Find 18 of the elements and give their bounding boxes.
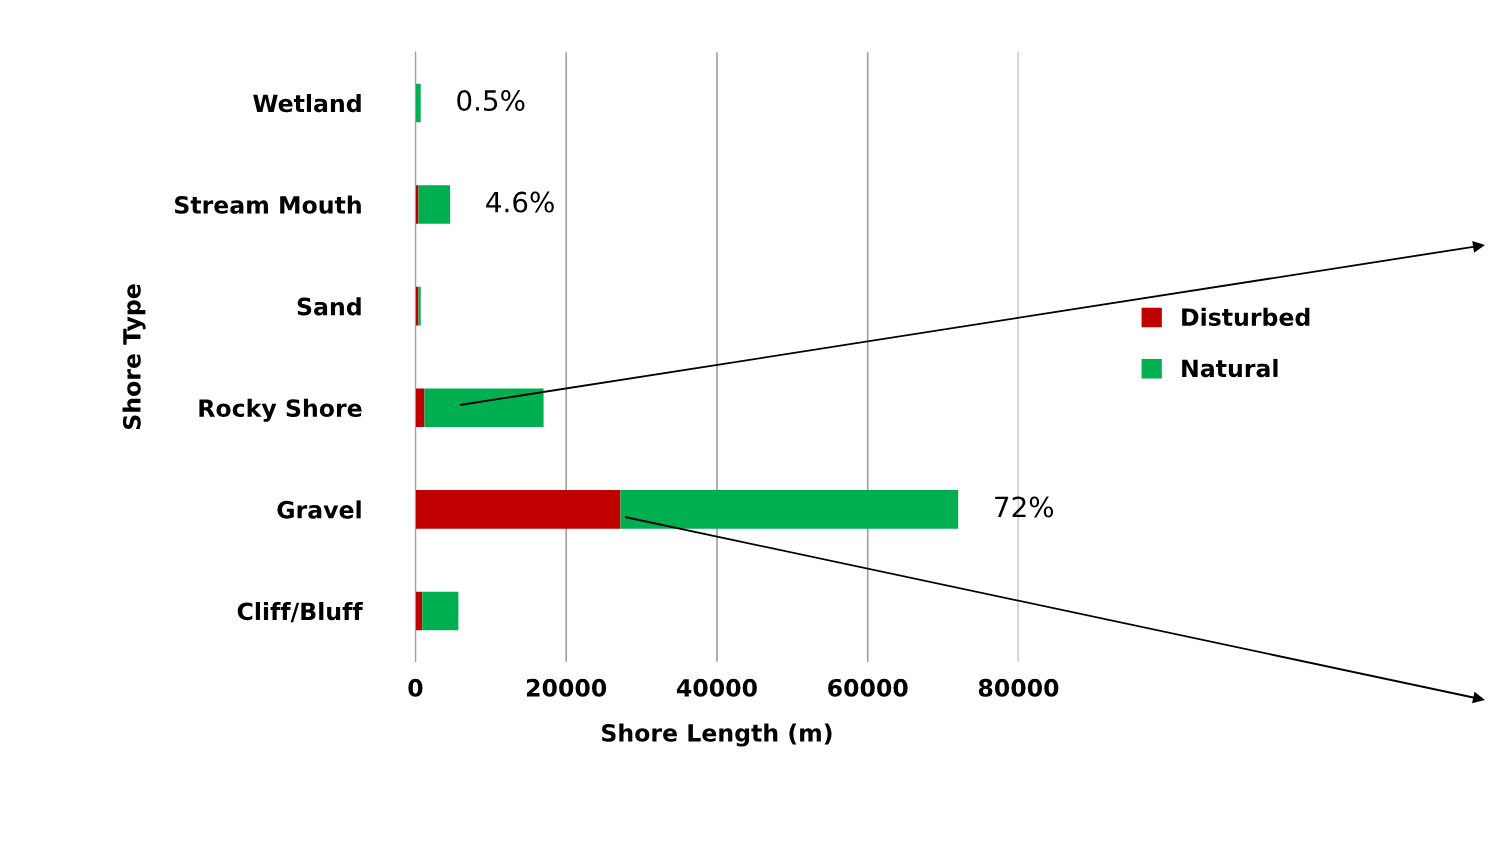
x-tick-label: 20000 bbox=[526, 678, 607, 697]
annotation: 4.6% bbox=[486, 191, 554, 213]
y-tick-label: Sand bbox=[297, 297, 361, 316]
legend-label: Natural bbox=[1182, 358, 1278, 378]
legend-label: Disturbed bbox=[1182, 307, 1310, 327]
annotation: 0.5% bbox=[457, 90, 525, 112]
y-tick-label: Gravel bbox=[277, 500, 361, 519]
y-tick-label: Rocky Shore bbox=[199, 398, 362, 422]
x-tick-label: 60000 bbox=[828, 678, 908, 697]
annotation: 72% bbox=[995, 496, 1054, 518]
x-tick-label: 0 bbox=[408, 678, 423, 697]
y-tick-label: Stream Mouth bbox=[175, 195, 361, 214]
x-axis-title: Shore Length (m) bbox=[602, 723, 832, 747]
x-tick-label: 40000 bbox=[676, 678, 757, 697]
x-tick-label: 80000 bbox=[978, 678, 1059, 697]
y-tick-label: Cliff/Bluff bbox=[237, 602, 363, 623]
y-axis-title: Shore Type bbox=[122, 284, 146, 430]
y-tick-label: Wetland bbox=[253, 93, 361, 113]
